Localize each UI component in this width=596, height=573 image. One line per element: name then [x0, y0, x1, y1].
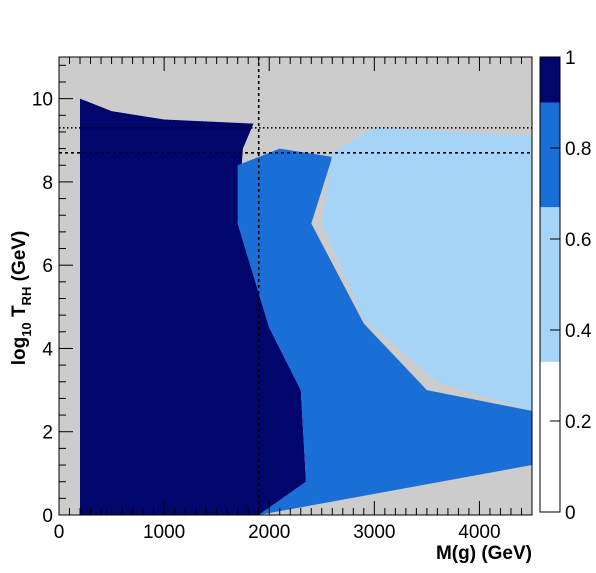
colorbar-tick-label: 0 [565, 503, 576, 524]
colorbar-tick-label: 0.8 [565, 139, 591, 160]
y-axis-title-main: log [9, 337, 30, 366]
y-axis-title: log10 TRH (GeV) [9, 231, 34, 366]
colorbar-segment-1 [540, 361, 560, 512]
region-fraction-0.8 [237, 148, 532, 515]
colorbar-tick-label: 0.2 [565, 412, 591, 433]
y-tick-label: 6 [42, 256, 53, 277]
colorbar-segment-4 [540, 57, 560, 103]
colorbar-segment-2 [540, 207, 560, 362]
colorbar-tick-label: 1 [565, 48, 576, 69]
region-fraction-1 [80, 98, 306, 515]
plot-frame [58, 56, 533, 516]
y-tick-label: 8 [42, 173, 53, 194]
y-axis-title-end: (GeV) [9, 231, 30, 287]
y-tick-label: 4 [42, 339, 53, 360]
x-tick-label: 0 [54, 522, 65, 543]
x-axis-title: M(g) (GeV) [436, 543, 532, 564]
x-tick-label: 1000 [143, 522, 185, 543]
colorbar-segment-3 [540, 102, 560, 208]
y-axis-title-mid: T [9, 305, 30, 322]
x-tick-label: 4000 [458, 522, 500, 543]
y-tick-label: 0 [42, 506, 53, 527]
colorbar-tick-label: 0.6 [565, 230, 591, 251]
x-tick-label: 3000 [353, 522, 395, 543]
y-tick-label: 2 [42, 423, 53, 444]
x-tick-label: 2000 [248, 522, 290, 543]
region-fraction-0.6 [321, 127, 532, 411]
y-axis-title-sub1: 10 [19, 322, 34, 336]
y-tick-label: 10 [32, 90, 53, 111]
y-axis-title-sub2: RH [19, 287, 34, 306]
colorbar-tick-label: 0.4 [565, 321, 592, 342]
